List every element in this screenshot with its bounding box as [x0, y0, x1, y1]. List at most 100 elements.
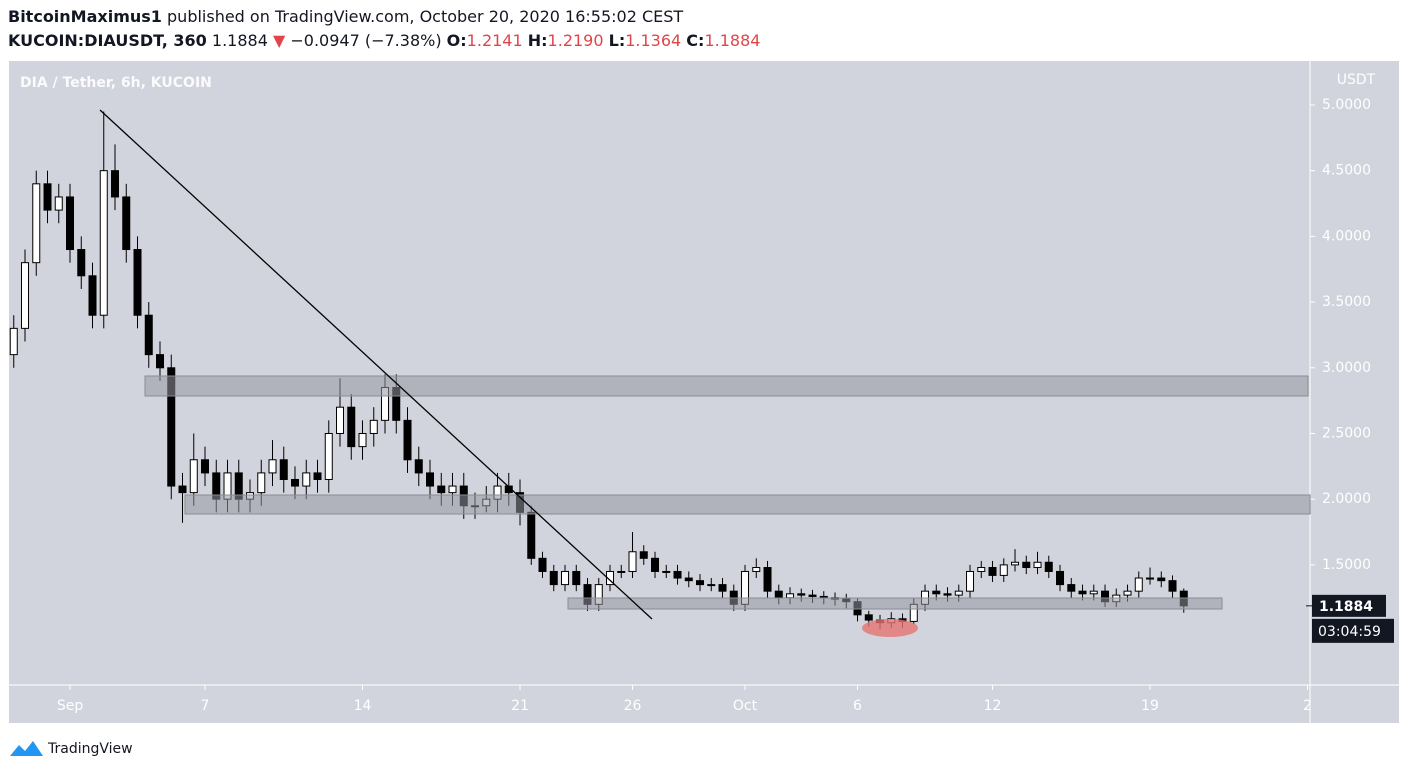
candle-body [1044, 561, 1053, 572]
candle-body [414, 459, 423, 474]
candle-body [696, 580, 705, 586]
candle-body [1089, 590, 1098, 595]
y-tick-label: 5.0000 [1322, 97, 1371, 113]
countdown-box [1312, 618, 1394, 643]
candle-body [684, 577, 693, 582]
x-tick-label: 19 [1141, 698, 1159, 714]
candle-body [864, 614, 873, 621]
candle-body [313, 472, 322, 480]
candle-body [178, 485, 187, 494]
candle-body [403, 419, 412, 461]
candle-body [954, 590, 963, 596]
chart-title: DIA / Tether, 6h, KUCOIN [20, 75, 212, 91]
y-tick-label: 4.5000 [1322, 163, 1371, 179]
candle-body [302, 472, 311, 487]
h-label: H: [528, 31, 548, 50]
candle-body [651, 557, 660, 572]
l-label: L: [609, 31, 626, 50]
candle-body [1123, 590, 1132, 596]
support-zone [567, 597, 1223, 610]
candle-body [966, 570, 975, 592]
x-tick-label: 7 [201, 698, 210, 714]
candle-body [167, 367, 176, 487]
candle-body [1146, 577, 1155, 580]
logo-icon [10, 741, 43, 756]
candle-body [639, 551, 648, 559]
y-tick-label: 4.0000 [1322, 228, 1371, 244]
logo [10, 741, 43, 756]
candle-body [257, 472, 266, 494]
candle-body [358, 432, 367, 448]
candle-body [21, 262, 30, 329]
y-tick-label: 2.5000 [1322, 425, 1371, 441]
candle-body [99, 170, 108, 316]
candle-body [324, 432, 333, 480]
candle-body [144, 314, 153, 356]
change: −0.0947 (−7.38%) [290, 31, 441, 50]
candle-body [617, 570, 626, 573]
x-tick-label: Oct [733, 698, 758, 714]
o: 1.2141 [467, 31, 523, 50]
candle-body [1067, 584, 1076, 592]
current-price-box [1312, 594, 1386, 617]
resistance-zone [144, 375, 1309, 397]
candle-body [549, 570, 558, 586]
y-tick-label: 2.0000 [1322, 491, 1371, 507]
c-label: C: [686, 31, 704, 50]
candle-body [43, 183, 52, 211]
candle-body [527, 511, 536, 559]
candle-body [977, 567, 986, 572]
candle-body [156, 354, 165, 369]
published: published on TradingView.com, October 20… [167, 7, 683, 26]
x-tick-label: 21 [511, 698, 529, 714]
candle-body [1056, 570, 1065, 586]
candle-body [606, 570, 615, 586]
candle-body [752, 567, 761, 572]
candle-body [448, 485, 457, 494]
candle-body [66, 196, 75, 251]
y-tick-label: 3.0000 [1322, 360, 1371, 376]
x-tick-label: 12 [984, 698, 1002, 714]
candle-body [561, 570, 570, 586]
candle-body [1134, 577, 1143, 592]
candle-body [774, 590, 783, 599]
plot-layer: 1.5000 2.0000 2.5000 3.0000 3.5000 4.0000 4.50… [9, 97, 1371, 714]
candle-body [628, 551, 637, 572]
header-line-1: BitcoinMaximus1 published on TradingView… [8, 7, 683, 26]
candle-body [133, 249, 142, 316]
candle-body [763, 567, 772, 592]
l: 1.1364 [625, 31, 681, 50]
y-axis-label: USDT [1337, 72, 1376, 88]
h: 1.2190 [548, 31, 604, 50]
candle-body [538, 557, 547, 572]
candle-body [797, 593, 806, 596]
candle-body [786, 593, 795, 599]
candle-body [1011, 561, 1020, 566]
o-label: O: [447, 31, 467, 50]
candle-body [189, 459, 198, 494]
candle-body [999, 564, 1008, 576]
candle-body [662, 570, 671, 573]
candle-body [1078, 590, 1087, 595]
y-tick-label: 3.5000 [1322, 294, 1371, 310]
countdown: 03:04:59 [1318, 624, 1381, 640]
candle-body [122, 196, 131, 251]
arrow: ▼ [273, 31, 286, 50]
current-price-label: 1.1884 [1319, 599, 1373, 615]
candle-body [336, 406, 345, 434]
candle-body [808, 594, 817, 597]
candle-body [279, 459, 288, 480]
header-line-2: KUCOIN:DIAUSDT, 360 1.1884 ▼ −0.0947 (−7… [8, 31, 760, 50]
candle-body [673, 570, 682, 579]
candle-body [1168, 580, 1177, 592]
x-tick-label: 14 [354, 698, 372, 714]
y-tick-label: 1.5000 [1322, 557, 1371, 573]
candle-body [943, 593, 952, 596]
x-tick-label: 2 [1303, 698, 1312, 714]
candle-body [718, 584, 727, 592]
brand: TradingView [47, 741, 133, 757]
candle-body [77, 249, 86, 277]
x-tick-label: 26 [624, 698, 642, 714]
